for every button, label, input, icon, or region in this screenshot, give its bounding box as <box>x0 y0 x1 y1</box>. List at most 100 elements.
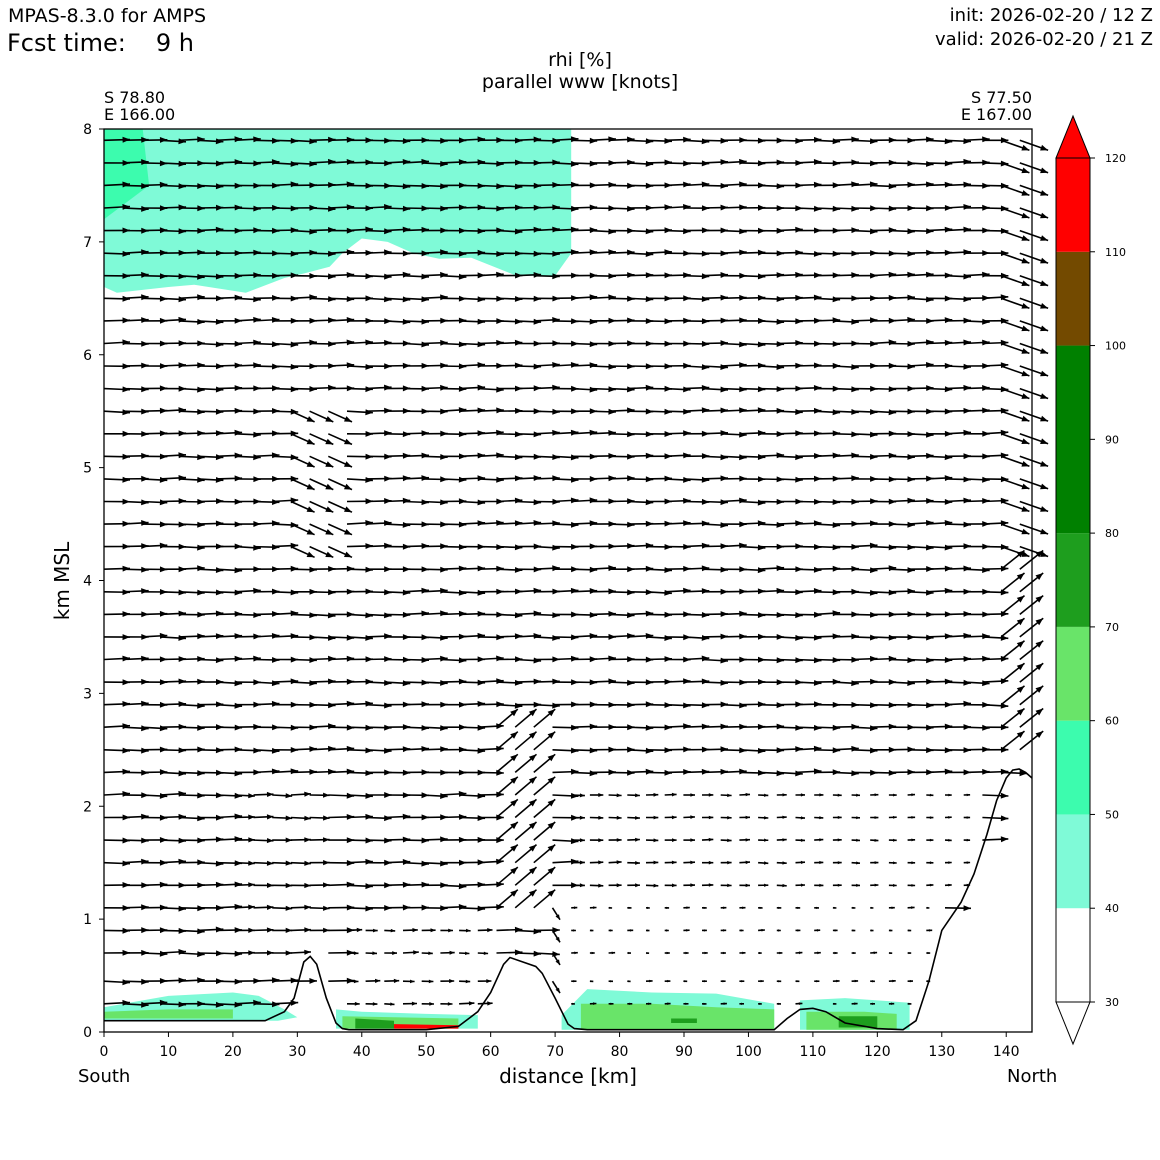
wind-vector-head <box>598 793 604 797</box>
wind-vector-head <box>666 951 670 955</box>
wind-vector <box>926 475 953 481</box>
wind-vector <box>290 433 315 446</box>
wind-vector <box>309 455 334 468</box>
wind-vector-head <box>466 928 471 933</box>
wind-vector-head <box>708 793 714 797</box>
wind-vector-head <box>572 929 576 932</box>
wind-vector <box>178 362 205 369</box>
wind-vector-head <box>248 882 255 888</box>
wind-vector-head <box>496 745 504 752</box>
wind-vector <box>1000 433 1030 445</box>
wind-vector-head <box>778 906 782 909</box>
wind-vector-head <box>428 951 433 955</box>
wind-vector-head <box>757 430 766 436</box>
wind-vector-head <box>344 483 352 490</box>
wind-vector <box>926 861 934 865</box>
forecast-time: Fcst time: 9 h <box>7 29 194 57</box>
wind-vector <box>234 655 261 662</box>
wind-vector <box>851 979 859 983</box>
wind-vector <box>870 951 878 955</box>
wind-vector-head <box>304 927 311 933</box>
wind-vector <box>720 838 732 843</box>
wind-vector-head <box>547 867 556 875</box>
wind-vector <box>944 861 952 864</box>
wind-vector-head <box>816 980 820 983</box>
wind-vector-head <box>926 906 930 909</box>
wind-vector-head <box>429 1002 434 1006</box>
wind-vector-head <box>496 476 504 483</box>
wind-vector-head <box>667 1002 671 1005</box>
wind-vector-head <box>1016 573 1025 580</box>
wind-vector <box>776 793 787 797</box>
wind-vector <box>533 520 560 527</box>
wind-vector-head <box>266 791 274 797</box>
wind-vector-head <box>528 889 537 897</box>
wind-vector <box>627 837 640 842</box>
wind-vector <box>421 860 448 867</box>
rhi-region-60-70-3 <box>104 1009 233 1019</box>
wind-vector-head <box>590 980 594 983</box>
wind-vector-head <box>421 475 429 481</box>
wind-vector <box>907 861 916 865</box>
wind-vector <box>608 386 635 393</box>
wind-vector <box>514 866 538 886</box>
wind-vector <box>701 499 729 506</box>
wind-vector-head <box>672 883 677 888</box>
wind-vector-head <box>440 610 448 617</box>
wind-vector <box>365 978 381 983</box>
wind-vector <box>851 838 861 842</box>
wind-vector-head <box>776 587 785 594</box>
wind-vector-head <box>589 362 598 369</box>
wind-vector <box>608 906 613 909</box>
wind-vector <box>758 816 769 820</box>
wind-vector-head <box>645 384 654 391</box>
wind-vector-head <box>344 461 352 467</box>
wind-vector-head <box>1035 685 1044 693</box>
wind-vector <box>290 791 311 797</box>
wind-vector <box>477 1001 493 1006</box>
wind-vector <box>776 1002 782 1005</box>
wind-vector-head <box>608 655 616 662</box>
wind-vector <box>627 980 631 983</box>
wind-vector <box>870 1002 875 1005</box>
wind-vector-head <box>325 529 334 535</box>
wind-vector <box>963 633 990 640</box>
wind-vector <box>272 927 293 933</box>
wind-vector-head <box>384 249 392 256</box>
wind-vector-head <box>776 521 785 528</box>
wind-vector-head <box>159 725 168 732</box>
wind-vector-head <box>742 906 746 910</box>
wind-vector <box>851 951 856 955</box>
wind-vector-head <box>1019 770 1027 777</box>
wind-vector <box>1019 297 1049 309</box>
wind-vector-head <box>1000 544 1009 550</box>
wind-vector <box>608 951 616 955</box>
wind-vector-head <box>1040 370 1049 377</box>
wind-vector <box>216 836 243 843</box>
wind-vector <box>234 904 255 910</box>
wind-vector <box>944 838 952 842</box>
wind-vector-head <box>122 979 130 986</box>
wind-vector-head <box>271 317 280 323</box>
wind-vector <box>1019 387 1049 400</box>
wind-vector-head <box>402 813 411 820</box>
wind-vector <box>926 906 930 909</box>
wind-vector-head <box>911 838 916 842</box>
wind-vector-head <box>477 341 486 348</box>
wind-vector-head <box>197 702 205 709</box>
wind-vector <box>1000 523 1030 535</box>
wind-vector-head <box>248 860 255 866</box>
wind-vector <box>328 745 355 752</box>
wind-vector <box>926 838 934 842</box>
wind-vector-head <box>496 452 504 459</box>
wind-vector <box>683 838 695 842</box>
wind-vector-head <box>598 860 604 865</box>
wind-vector <box>272 837 293 843</box>
wind-vector-head <box>963 429 971 436</box>
wind-vector-head <box>701 565 710 572</box>
wind-vector-head <box>589 497 598 504</box>
wind-vector-head <box>306 416 315 422</box>
model-title: MPAS-8.3.0 for AMPS <box>8 5 207 27</box>
wind-vector-head <box>323 927 330 933</box>
wind-vector-head <box>178 610 186 617</box>
